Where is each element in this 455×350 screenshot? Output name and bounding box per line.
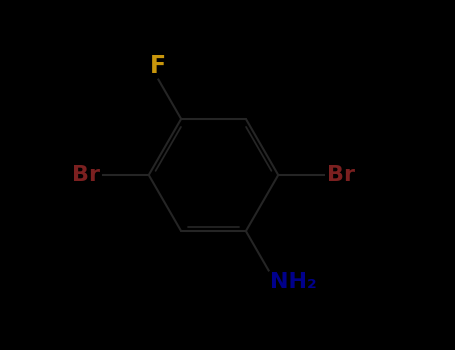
Text: Br: Br bbox=[72, 165, 100, 185]
Text: NH₂: NH₂ bbox=[270, 272, 317, 292]
Text: F: F bbox=[150, 54, 167, 78]
Text: Br: Br bbox=[327, 165, 355, 185]
